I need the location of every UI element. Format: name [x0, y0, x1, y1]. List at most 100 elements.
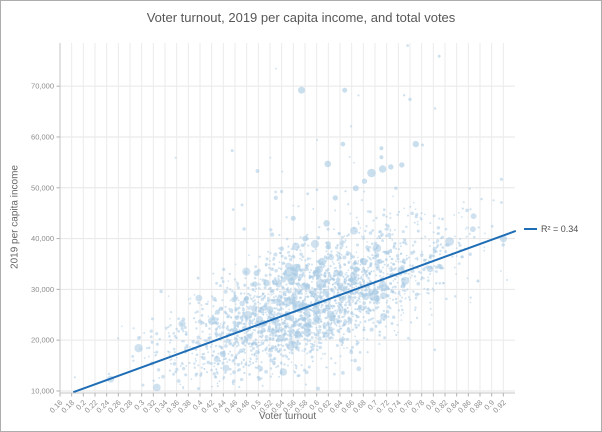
data-point[interactable] [211, 321, 215, 325]
data-point[interactable] [279, 290, 281, 293]
data-point[interactable] [253, 302, 257, 306]
data-point[interactable] [363, 235, 365, 237]
data-point[interactable] [385, 284, 388, 287]
data-point[interactable] [366, 210, 370, 213]
data-point[interactable] [394, 242, 397, 245]
data-point[interactable] [290, 361, 293, 364]
data-point[interactable] [277, 311, 280, 315]
data-point[interactable] [207, 300, 209, 303]
data-point[interactable] [399, 299, 403, 303]
data-point[interactable] [224, 344, 228, 348]
data-point[interactable] [258, 283, 261, 286]
data-point[interactable] [244, 315, 247, 318]
data-point[interactable] [316, 328, 319, 332]
data-point[interactable] [416, 229, 420, 233]
data-point[interactable] [258, 255, 261, 258]
data-point[interactable] [267, 327, 271, 331]
data-point[interactable] [263, 279, 270, 287]
data-point[interactable] [240, 362, 243, 365]
data-point[interactable] [299, 303, 305, 309]
data-point[interactable] [323, 220, 330, 227]
data-point[interactable] [392, 280, 395, 282]
data-point[interactable] [316, 279, 326, 289]
data-point[interactable] [367, 266, 370, 269]
data-point[interactable] [290, 340, 295, 345]
data-point[interactable] [369, 327, 374, 332]
data-point[interactable] [303, 350, 306, 353]
data-point[interactable] [319, 341, 323, 345]
data-point[interactable] [338, 265, 342, 269]
data-point[interactable] [301, 349, 304, 352]
data-point[interactable] [257, 364, 261, 368]
data-point[interactable] [208, 336, 212, 340]
data-point[interactable] [239, 377, 244, 382]
data-point[interactable] [360, 235, 363, 238]
data-point[interactable] [170, 362, 172, 365]
data-point[interactable] [304, 259, 307, 262]
data-point[interactable] [268, 322, 271, 325]
data-point[interactable] [301, 314, 304, 317]
data-point[interactable] [332, 314, 336, 318]
data-point[interactable] [174, 156, 177, 159]
data-point[interactable] [268, 287, 271, 291]
data-point[interactable] [429, 244, 431, 247]
data-point[interactable] [213, 365, 216, 368]
data-point[interactable] [200, 366, 203, 369]
data-point[interactable] [355, 216, 358, 219]
data-point[interactable] [308, 275, 312, 279]
data-point[interactable] [377, 306, 380, 309]
data-point[interactable] [257, 377, 261, 381]
data-point[interactable] [349, 349, 353, 352]
data-point[interactable] [388, 281, 393, 286]
data-point[interactable] [231, 208, 235, 211]
data-point[interactable] [288, 328, 295, 335]
data-point[interactable] [280, 318, 283, 321]
data-point[interactable] [216, 319, 219, 322]
data-point[interactable] [292, 324, 295, 327]
data-point[interactable] [426, 279, 430, 282]
data-point[interactable] [333, 269, 340, 277]
data-point[interactable] [352, 300, 354, 303]
data-point[interactable] [205, 303, 207, 305]
data-point[interactable] [227, 328, 230, 332]
data-point[interactable] [244, 363, 247, 366]
data-point[interactable] [182, 385, 185, 388]
data-point[interactable] [395, 254, 400, 258]
data-point[interactable] [328, 282, 331, 285]
data-point[interactable] [349, 265, 354, 270]
data-point[interactable] [306, 233, 309, 236]
data-point[interactable] [234, 355, 238, 359]
data-point[interactable] [236, 362, 241, 367]
data-point[interactable] [322, 266, 325, 269]
data-point[interactable] [469, 296, 472, 299]
data-point[interactable] [327, 325, 331, 329]
data-point[interactable] [389, 212, 392, 215]
data-point[interactable] [347, 269, 350, 272]
data-point[interactable] [372, 309, 376, 312]
data-point[interactable] [225, 312, 228, 316]
data-point[interactable] [433, 348, 437, 352]
data-point[interactable] [326, 314, 331, 319]
data-point[interactable] [345, 271, 348, 274]
data-point[interactable] [328, 301, 331, 304]
data-point[interactable] [397, 292, 401, 295]
data-point[interactable] [382, 260, 385, 263]
data-point[interactable] [398, 290, 401, 293]
data-point[interactable] [354, 335, 357, 338]
data-point[interactable] [343, 235, 346, 237]
data-point[interactable] [422, 277, 425, 280]
data-point[interactable] [334, 246, 339, 250]
data-point[interactable] [407, 256, 410, 259]
data-point[interactable] [412, 140, 419, 148]
data-point[interactable] [259, 343, 263, 346]
data-point[interactable] [363, 289, 367, 292]
data-point[interactable] [295, 364, 298, 368]
data-point[interactable] [214, 333, 217, 336]
data-point[interactable] [209, 320, 212, 323]
data-point[interactable] [257, 306, 260, 309]
data-point[interactable] [308, 314, 312, 318]
data-point[interactable] [273, 298, 276, 301]
data-point[interactable] [263, 286, 267, 290]
data-point[interactable] [436, 244, 440, 247]
data-point[interactable] [381, 296, 384, 299]
